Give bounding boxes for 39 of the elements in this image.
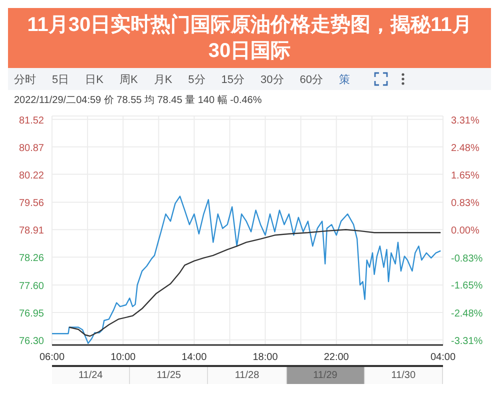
x-tick-label: 10:00 [110,352,136,364]
x-tick-label: 04:00 [430,352,456,364]
y-tick-label: 77.60 [18,281,44,292]
line-series [68,229,442,337]
y2-tick-label: 0.83% [451,198,480,209]
text: 5日 [52,72,70,86]
text: 30分 [260,72,284,86]
x-tick-label: 06:00 [39,352,65,364]
y-tick-label: 80.87 [18,142,44,154]
text: 分时 [14,72,36,86]
y2-tick-label: 1.65% [451,170,480,182]
line-series [52,196,442,344]
y-tick-label: 80.22 [18,170,44,182]
y2-tick-label: -3.31% [451,336,483,347]
text: 月K [154,72,172,86]
text: 60分 [300,72,324,86]
y2-tick-label: 2.48% [451,143,480,154]
y-tick-label: 76.30 [18,336,44,347]
text: 周K [119,72,138,86]
x-tick-label: 18:00 [252,352,278,364]
text: 策 [339,72,350,86]
y2-tick-label: -0.83% [451,253,483,264]
y-tick-label: 76.95 [18,308,44,320]
chart-title: 11月30日实时热门国际原油价格走势图，揭秘11月30日国际 [8,8,491,68]
text: 2022/11/29/二04:59 价 78.55 均 78.45 量 140 幅 -0.46% [13,94,263,108]
x-tick-label: 22:00 [324,352,350,364]
range-selector: 11/24 11/25 11/28 11/29 11/30 [52,365,443,384]
y-tick-label: 81.52 [18,115,44,126]
text: 5分 [188,72,206,86]
y-tick-label: 78.26 [18,253,44,264]
y2-tick-label: -1.65% [451,280,483,292]
x-tick-label: 14:00 [182,352,208,364]
y2-tick-label: -2.48% [451,308,483,320]
text: 日K [85,72,104,86]
y2-tick-label: 3.31% [451,115,480,126]
text: 15分 [221,72,245,86]
y-tick-label: 79.56 [18,198,44,210]
y-tick-label: 78.91 [18,226,44,237]
y2-tick-label: 0.00% [451,226,480,237]
